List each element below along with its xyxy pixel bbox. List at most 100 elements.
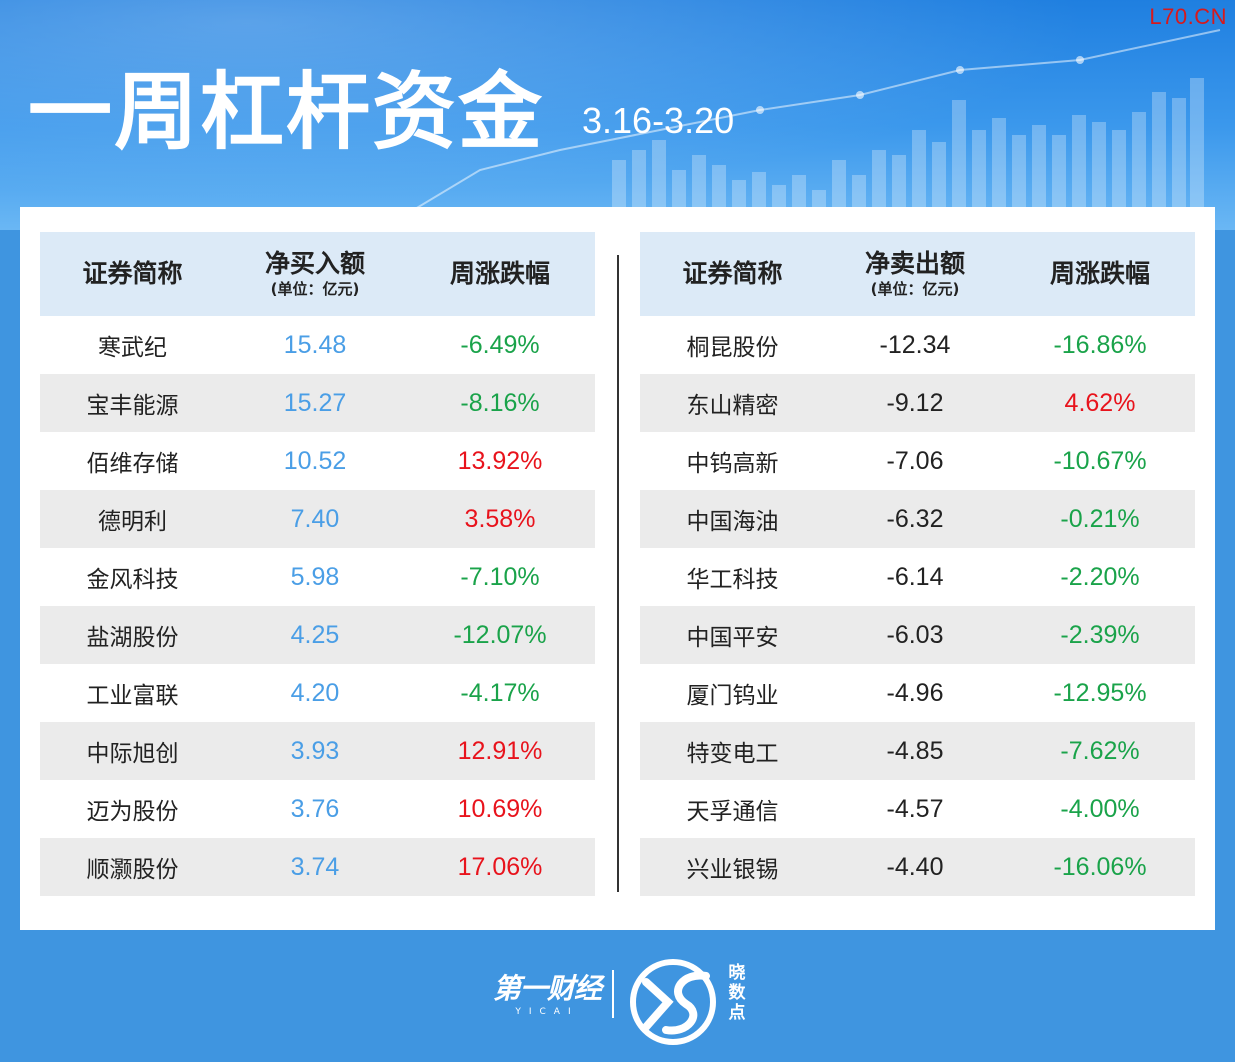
weekly-change: 17.06% (457, 852, 543, 881)
net-amount: 4.25 (290, 620, 340, 649)
stock-name: 中际旭创 (86, 741, 179, 767)
net-sell-table: 证券简称 净卖出额 (单位：亿元) 周涨跌幅 桐昆股份 -12.34 -16.86%… (640, 232, 1195, 896)
stock-name: 中钨高新 (686, 451, 779, 477)
stock-name: 工业富联 (86, 683, 179, 709)
table-row: 迈为股份 3.76 10.69% (40, 780, 595, 838)
col-name-label: 证券简称 (82, 259, 183, 288)
stock-name: 中国平安 (686, 625, 779, 651)
col-change-header: 周涨跌幅 (1005, 259, 1195, 289)
stock-name: 中国海油 (686, 509, 779, 535)
table-row: 特变电工 -4.85 -7.62% (640, 722, 1195, 780)
stock-name: 迈为股份 (86, 799, 179, 825)
weekly-change: -16.86% (1053, 330, 1147, 359)
stock-name: 盐湖股份 (86, 625, 179, 651)
watermark: L70.CN (1149, 4, 1227, 29)
net-amount: 5.98 (290, 562, 340, 591)
col-change-label: 周涨跌幅 (449, 259, 550, 288)
xiaoshudian-logo-icon (630, 959, 716, 1045)
page-title: 一周杠杆资金 (28, 63, 545, 161)
col-amount-label: 净买入额 (264, 249, 365, 278)
weekly-change: -6.49% (460, 330, 540, 359)
weekly-change: -10.67% (1053, 446, 1147, 475)
net-amount: -4.40 (886, 852, 944, 881)
col-amount-unit: (单位：亿元) (270, 280, 360, 298)
net-amount: 4.20 (290, 678, 340, 707)
stock-name: 特变电工 (686, 741, 779, 767)
yicai-logo-sub: YICAI (515, 1007, 579, 1017)
xiaoshudian-logo-text: 晓数点 (728, 963, 746, 1023)
weekly-change: 13.92% (457, 446, 543, 475)
table-row: 华工科技 -6.14 -2.20% (640, 548, 1195, 606)
table-header: 证券简称 净卖出额 (单位：亿元) 周涨跌幅 (640, 232, 1195, 316)
table-body: 桐昆股份 -12.34 -16.86% 东山精密 -9.12 4.62% 中钨高新 -7.06… (640, 316, 1195, 896)
net-amount: -4.96 (886, 678, 944, 707)
date-range: 3.16-3.20 (582, 100, 735, 141)
net-amount: 3.76 (290, 794, 340, 823)
weekly-change: -12.07% (453, 620, 547, 649)
weekly-change: 12.91% (457, 736, 543, 765)
table-divider (617, 255, 619, 892)
table-row: 中钨高新 -7.06 -10.67% (640, 432, 1195, 490)
header-glow (0, 0, 1235, 230)
table-row: 兴业银锡 -4.40 -16.06% (640, 838, 1195, 896)
table-row: 德明利 7.40 3.58% (40, 490, 595, 548)
stock-name: 顺灏股份 (86, 857, 179, 883)
net-amount: -7.06 (886, 446, 944, 475)
weekly-change: 4.62% (1064, 388, 1136, 417)
col-name-label: 证券简称 (682, 259, 783, 288)
stock-name: 华工科技 (686, 567, 779, 593)
net-amount: -4.85 (886, 736, 944, 765)
weekly-change: -0.21% (1060, 504, 1140, 533)
net-amount: 7.40 (290, 504, 340, 533)
table-row: 工业富联 4.20 -4.17% (40, 664, 595, 722)
net-amount: 15.48 (283, 330, 347, 359)
col-change-header: 周涨跌幅 (405, 259, 595, 289)
header-banner: L70.CN 一周杠杆资金 3.16-3.20 (0, 0, 1235, 230)
weekly-change: -8.16% (460, 388, 540, 417)
net-buy-table: 证券简称 净买入额 (单位：亿元) 周涨跌幅 寒武纪 15.48 -6.49% 宝丰能… (40, 232, 595, 896)
stock-name: 东山精密 (686, 393, 779, 419)
weekly-change: 10.69% (457, 794, 543, 823)
table-row: 佰维存储 10.52 13.92% (40, 432, 595, 490)
footer: 第一财经 YICAI 晓数点 (0, 930, 1235, 1062)
net-amount: -9.12 (886, 388, 944, 417)
footer-divider (612, 970, 614, 1018)
stock-name: 金风科技 (86, 567, 179, 593)
net-amount: 10.52 (283, 446, 347, 475)
col-name-header: 证券简称 (40, 259, 225, 289)
col-amount-header: 净卖出额 (单位：亿元) (825, 249, 1005, 299)
col-name-header: 证券简称 (640, 259, 825, 289)
col-amount-header: 净买入额 (单位：亿元) (225, 249, 405, 299)
net-amount: -6.14 (886, 562, 944, 591)
col-change-label: 周涨跌幅 (1049, 259, 1150, 288)
weekly-change: -12.95% (1053, 678, 1147, 707)
weekly-change: -16.06% (1053, 852, 1147, 881)
weekly-change: -2.39% (1060, 620, 1140, 649)
weekly-change: -4.17% (460, 678, 540, 707)
table-row: 寒武纪 15.48 -6.49% (40, 316, 595, 374)
col-amount-unit: (单位：亿元) (870, 280, 960, 298)
col-amount-label: 净卖出额 (864, 249, 965, 278)
net-amount: -6.32 (886, 504, 944, 533)
table-row: 中际旭创 3.93 12.91% (40, 722, 595, 780)
table-row: 天孚通信 -4.57 -4.00% (640, 780, 1195, 838)
weekly-change: -4.00% (1060, 794, 1140, 823)
stock-name: 佰维存储 (86, 451, 179, 477)
stock-name: 寒武纪 (98, 335, 167, 361)
net-amount: -4.57 (886, 794, 944, 823)
net-amount: 3.93 (290, 736, 340, 765)
table-row: 中国海油 -6.32 -0.21% (640, 490, 1195, 548)
table-row: 盐湖股份 4.25 -12.07% (40, 606, 595, 664)
tables-card: 证券简称 净买入额 (单位：亿元) 周涨跌幅 寒武纪 15.48 -6.49% 宝丰能… (20, 207, 1215, 930)
net-amount: 3.74 (290, 852, 340, 881)
net-amount: -6.03 (886, 620, 944, 649)
table-row: 东山精密 -9.12 4.62% (640, 374, 1195, 432)
table-row: 厦门钨业 -4.96 -12.95% (640, 664, 1195, 722)
stock-name: 兴业银锡 (686, 857, 779, 883)
yicai-logo-text: 第一财经 (492, 972, 602, 1005)
table-row: 桐昆股份 -12.34 -16.86% (640, 316, 1195, 374)
yicai-logo: 第一财经 YICAI (492, 972, 602, 1018)
table-row: 宝丰能源 15.27 -8.16% (40, 374, 595, 432)
table-row: 金风科技 5.98 -7.10% (40, 548, 595, 606)
weekly-change: -7.62% (1060, 736, 1140, 765)
